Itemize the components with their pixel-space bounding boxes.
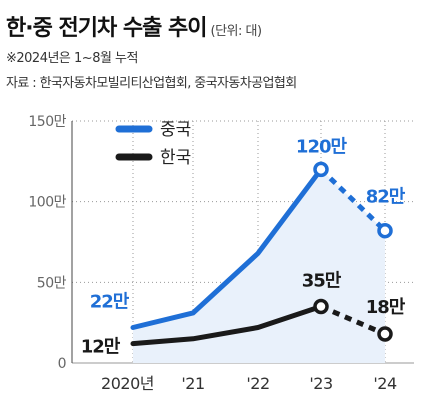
x-tick-label: '22	[246, 374, 269, 393]
legend-label: 한국	[160, 148, 191, 168]
data-label: 12만	[81, 337, 121, 358]
y-tick-label: 0	[58, 356, 66, 372]
unit-label: (단위: 대)	[210, 24, 263, 39]
chart-title: 한·중 전기차 수출 추이 (단위: 대)	[6, 10, 262, 42]
series-dashed-segment	[319, 167, 387, 233]
y-tick-label: 50만	[37, 275, 67, 291]
data-point-marker	[377, 326, 393, 342]
data-point-marker	[313, 298, 329, 315]
y-tick-label: 150만	[28, 114, 66, 130]
data-label: 18만	[366, 297, 406, 318]
chart-source: 자료 : 한국자동차모빌리티산업협회, 중국자동차공업협회	[6, 76, 297, 91]
series-dashed-segment	[320, 304, 386, 337]
data-label: 82만	[366, 187, 406, 208]
chart-title-text: 한·중 전기차 수출 추이	[6, 16, 207, 41]
chart-note: ※2024년은 1~8월 누적	[6, 51, 138, 66]
data-point-marker	[313, 161, 329, 178]
data-label: 22만	[90, 292, 130, 313]
data-point-marker	[377, 222, 393, 239]
x-tick-label: '21	[181, 374, 204, 393]
x-tick-label: '24	[373, 374, 397, 393]
y-tick-label: 100만	[28, 195, 66, 211]
series-line-korea	[130, 304, 324, 347]
legend-label: 중국	[160, 120, 191, 140]
x-tick-label: 2020년	[101, 374, 154, 393]
series-line-china	[130, 166, 324, 331]
x-tick-label: '23	[309, 374, 332, 393]
china-area	[133, 169, 385, 363]
data-label: 35만	[302, 271, 342, 292]
data-label: 120만	[296, 136, 348, 157]
